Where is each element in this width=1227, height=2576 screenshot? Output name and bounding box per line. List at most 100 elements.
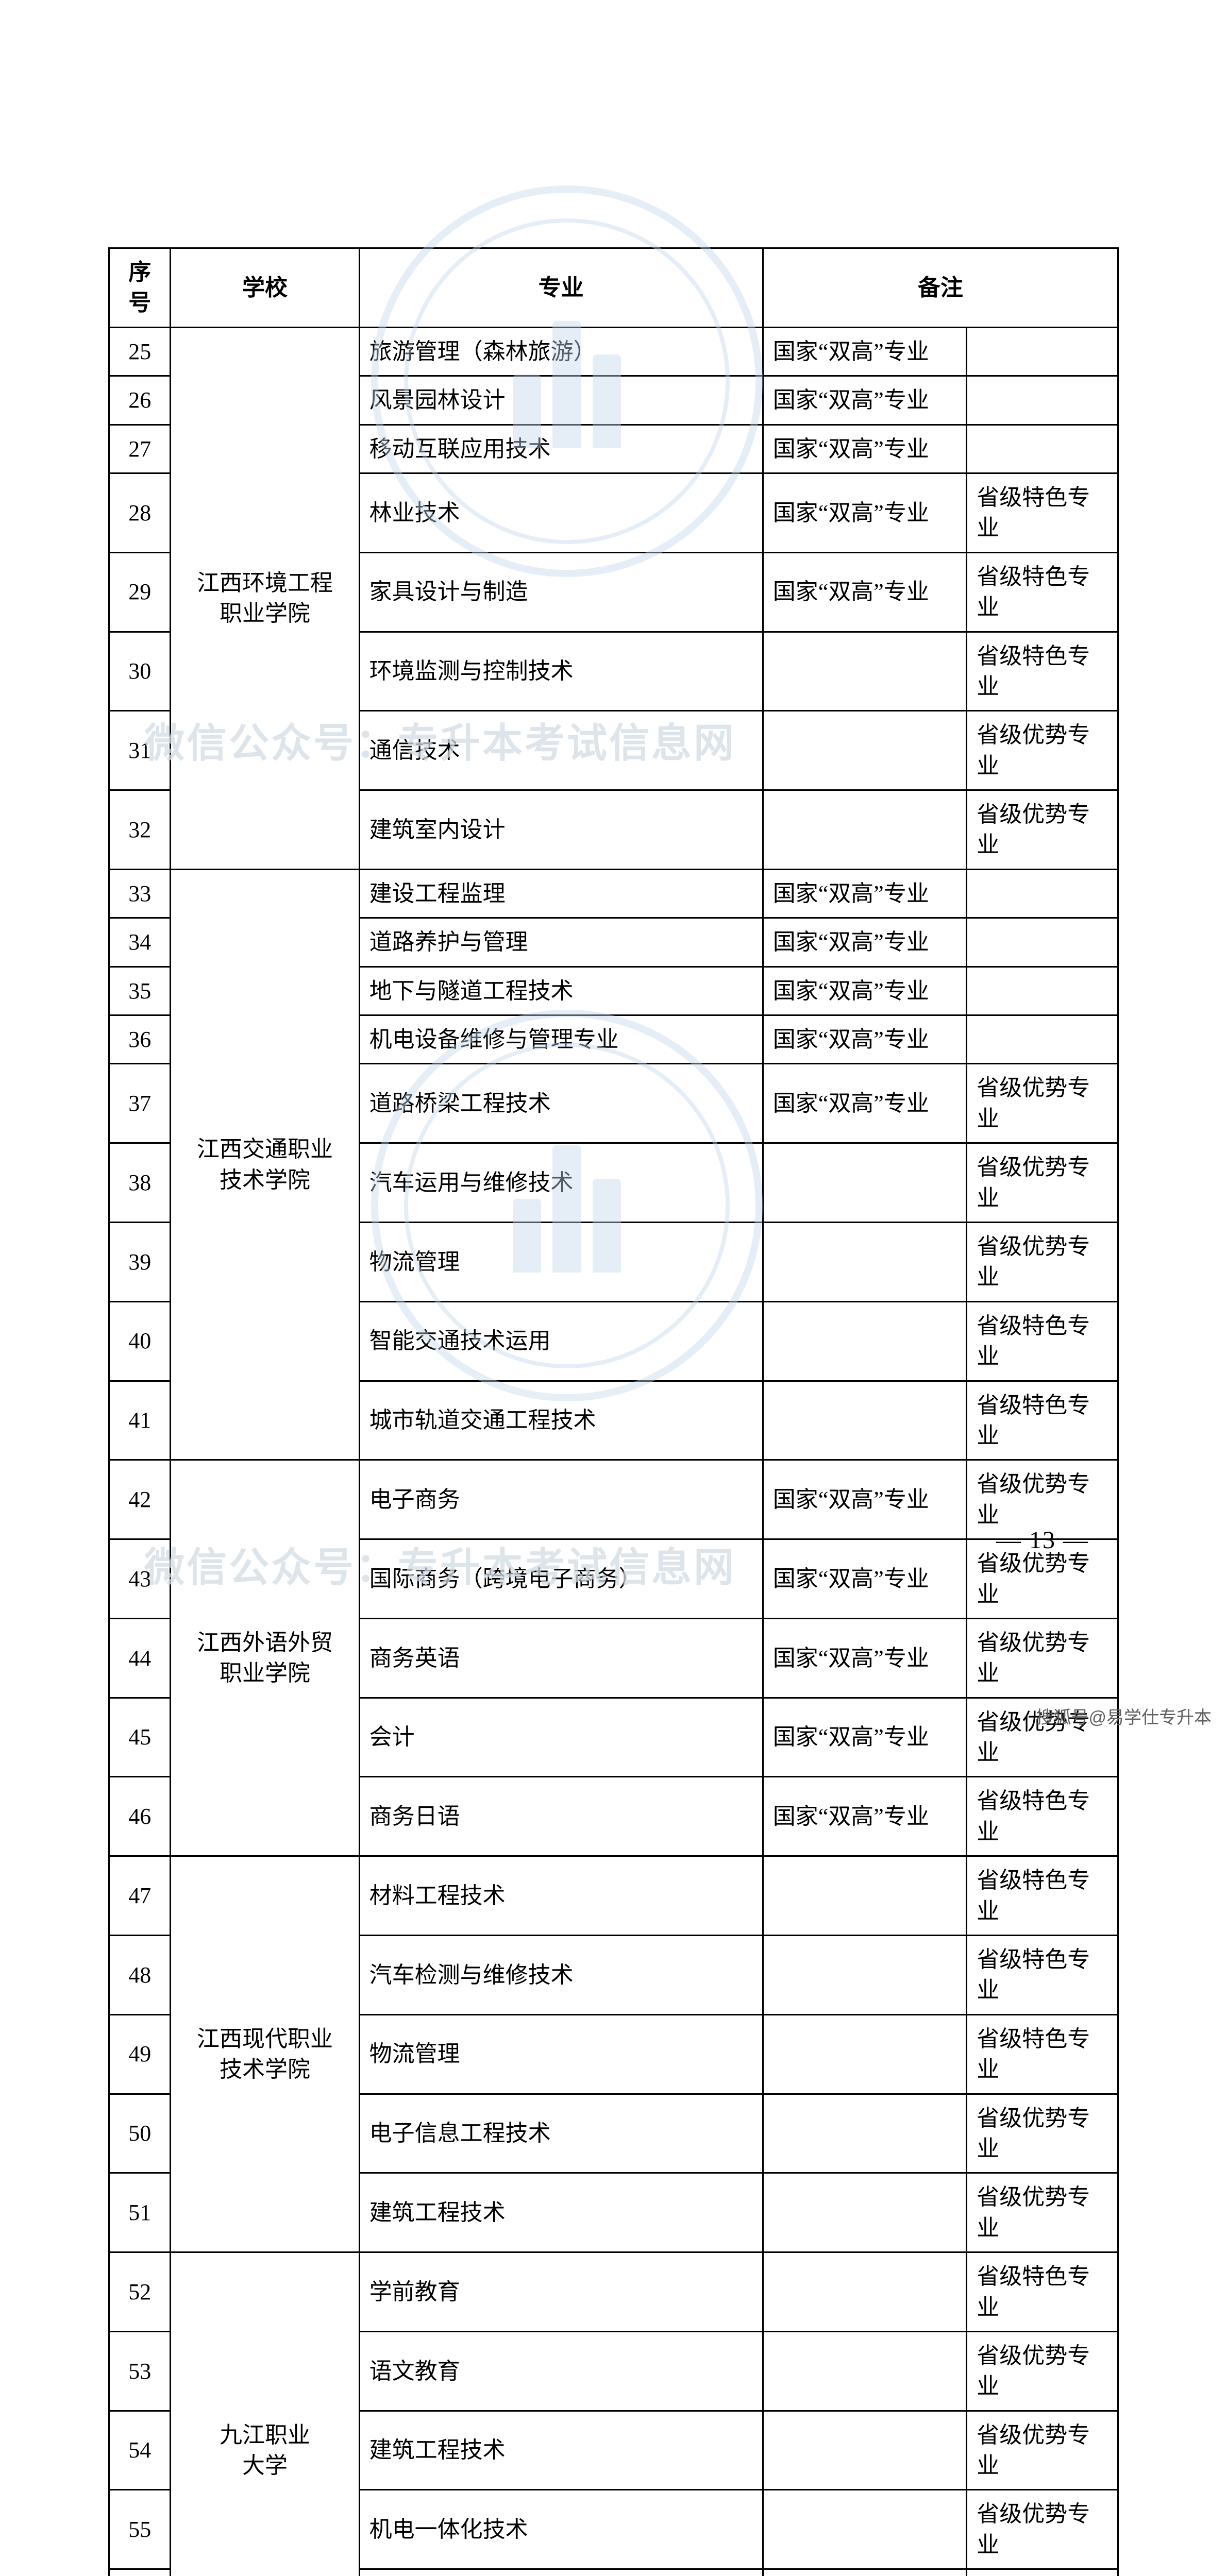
cell-note2: 省级特色专业 <box>967 1936 1118 2015</box>
cell-note1: 国家“双高”专业 <box>763 1618 967 1698</box>
cell-note1 <box>763 2094 967 2173</box>
cell-idx: 32 <box>109 790 171 870</box>
footer-credit: 搜狐号@易学仕专升本 <box>1036 1703 1212 1728</box>
cell-note1: 国家“双高”专业 <box>763 869 967 918</box>
cell-idx: 31 <box>109 711 171 790</box>
cell-note2: 省级优势专业 <box>967 1618 1118 1698</box>
cell-major: 汽车检测与维修技术 <box>359 1936 763 2015</box>
cell-school: 江西交通职业技术学院 <box>171 869 359 1460</box>
cell-note2: 省级特色专业 <box>967 552 1118 632</box>
cell-note2 <box>967 918 1118 967</box>
cell-idx: 49 <box>109 2014 171 2094</box>
cell-note1 <box>763 1301 967 1381</box>
cell-note2 <box>967 376 1118 425</box>
cell-idx: 50 <box>109 2094 171 2173</box>
cell-note2: 省级优势专业 <box>967 2331 1118 2411</box>
cell-note2: 省级优势专业 <box>967 1064 1118 1143</box>
cell-major: 道路桥梁工程技术 <box>359 1064 763 1143</box>
cell-note2 <box>967 425 1118 473</box>
cell-major: 智能交通技术运用 <box>359 1301 763 1381</box>
cell-idx: 34 <box>109 918 171 967</box>
cell-major: 语文教育 <box>359 2331 763 2411</box>
cell-idx: 40 <box>109 1301 171 1381</box>
table-row: 47江西现代职业技术学院材料工程技术省级特色专业 <box>109 1856 1118 1936</box>
cell-note2: 省级特色专业 <box>967 2014 1118 2094</box>
cell-idx: 42 <box>109 1460 171 1539</box>
cell-note2: 省级优势专业 <box>967 2173 1118 2252</box>
cell-idx: 33 <box>109 869 171 918</box>
cell-idx: 26 <box>109 376 171 425</box>
cell-major: 地下与隧道工程技术 <box>359 967 763 1015</box>
cell-school: 江西环境工程职业学院 <box>171 327 359 869</box>
cell-major: 会计 <box>359 2569 763 2576</box>
cell-note1: 国家“双高”专业 <box>763 918 967 967</box>
cell-idx: 27 <box>109 425 171 473</box>
cell-note1 <box>763 1381 967 1460</box>
document-page: 微信公众号：专升本考试信息网 微信公众号：专升本考试信息网 序号 学校 专业 备… <box>0 0 1227 1735</box>
cell-major: 移动互联应用技术 <box>359 425 763 473</box>
cell-note1: 国家“双高”专业 <box>763 1777 967 1856</box>
cell-note2 <box>967 1015 1118 1064</box>
cell-note1: 国家“双高”专业 <box>763 376 967 425</box>
cell-note2: 省级优势专业 <box>967 711 1118 790</box>
cell-major: 道路养护与管理 <box>359 918 763 967</box>
cell-note1: 国家“双高”专业 <box>763 1460 967 1539</box>
cell-note1 <box>763 1143 967 1223</box>
cell-note1 <box>763 2569 967 2576</box>
cell-major: 物流管理 <box>359 1222 763 1301</box>
cell-major: 建筑工程技术 <box>359 2411 763 2490</box>
cell-idx: 46 <box>109 1777 171 1856</box>
majors-table: 序号 学校 专业 备注 25江西环境工程职业学院旅游管理（森林旅游）国家“双高”… <box>108 247 1119 2576</box>
cell-major: 电子信息工程技术 <box>359 2094 763 2173</box>
cell-major: 会计 <box>359 1698 763 1777</box>
cell-note1 <box>763 1936 967 2015</box>
cell-note1: 国家“双高”专业 <box>763 425 967 473</box>
cell-major: 商务日语 <box>359 1777 763 1856</box>
cell-idx: 52 <box>109 2252 171 2332</box>
cell-note2 <box>967 327 1118 376</box>
cell-idx: 39 <box>109 1222 171 1301</box>
cell-idx: 56 <box>109 2569 171 2576</box>
cell-major: 城市轨道交通工程技术 <box>359 1381 763 1460</box>
cell-school: 江西外语外贸职业学院 <box>171 1460 359 1856</box>
cell-major: 汽车运用与维修技术 <box>359 1143 763 1223</box>
cell-note1: 国家“双高”专业 <box>763 1064 967 1143</box>
cell-note2: 省级特色专业 <box>967 1301 1118 1381</box>
cell-idx: 48 <box>109 1936 171 2015</box>
header-idx: 序号 <box>109 248 171 328</box>
cell-note2: 省级优势专业 <box>967 790 1118 870</box>
cell-school: 江西现代职业技术学院 <box>171 1856 359 2252</box>
cell-idx: 45 <box>109 1698 171 1777</box>
cell-major: 环境监测与控制技术 <box>359 632 763 711</box>
cell-idx: 28 <box>109 473 171 552</box>
cell-idx: 53 <box>109 2331 171 2411</box>
cell-note1: 国家“双高”专业 <box>763 967 967 1015</box>
cell-note1 <box>763 1222 967 1301</box>
cell-note2: 省级特色专业 <box>967 1381 1118 1460</box>
cell-idx: 35 <box>109 967 171 1015</box>
cell-major: 物流管理 <box>359 2014 763 2094</box>
cell-note1 <box>763 711 967 790</box>
cell-idx: 38 <box>109 1143 171 1223</box>
cell-major: 国际商务（跨境电子商务） <box>359 1539 763 1619</box>
cell-major: 建筑室内设计 <box>359 790 763 870</box>
cell-note1 <box>763 790 967 870</box>
table-header-row: 序号 学校 专业 备注 <box>109 248 1118 328</box>
cell-idx: 47 <box>109 1856 171 1936</box>
cell-major: 机电一体化技术 <box>359 2490 763 2569</box>
cell-note1: 国家“双高”专业 <box>763 1698 967 1777</box>
table-row: 52九江职业大学学前教育省级特色专业 <box>109 2252 1118 2332</box>
cell-note2: 省级优势专业 <box>967 1143 1118 1223</box>
cell-idx: 36 <box>109 1015 171 1064</box>
cell-note2: 省级优势专业 <box>967 2411 1118 2490</box>
cell-note1 <box>763 1856 967 1936</box>
cell-note2: 省级特色专业 <box>967 473 1118 552</box>
cell-note1: 国家“双高”专业 <box>763 473 967 552</box>
cell-idx: 51 <box>109 2173 171 2252</box>
header-notes: 备注 <box>763 248 1118 328</box>
cell-note1 <box>763 2490 967 2569</box>
cell-note1 <box>763 632 967 711</box>
cell-idx: 44 <box>109 1618 171 1698</box>
cell-note2: 省级优势专业 <box>967 2569 1118 2576</box>
cell-idx: 55 <box>109 2490 171 2569</box>
